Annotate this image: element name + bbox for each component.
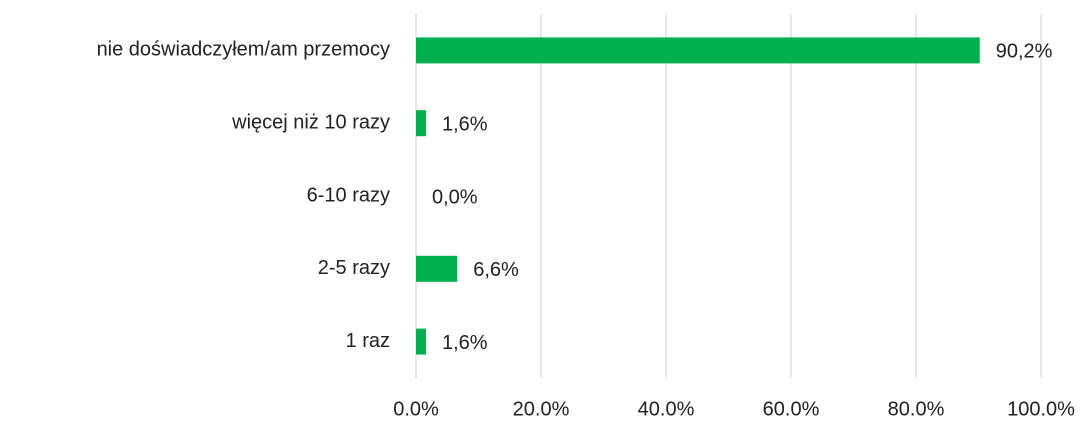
y-tick-label: więcej niż 10 razy bbox=[231, 111, 390, 133]
x-tick-label: 60.0% bbox=[763, 398, 820, 420]
x-tick-label: 0.0% bbox=[393, 398, 439, 420]
x-tick-label: 40.0% bbox=[638, 398, 695, 420]
bar bbox=[416, 255, 458, 282]
data-label: 0,0% bbox=[432, 186, 478, 208]
x-tick-label: 100.0% bbox=[1007, 398, 1075, 420]
data-label: 6,6% bbox=[473, 259, 519, 281]
data-label: 90,2% bbox=[996, 41, 1053, 63]
bar bbox=[416, 37, 980, 64]
y-tick-label: nie doświadczyłem/am przemocy bbox=[97, 39, 390, 61]
y-tick-label: 1 raz bbox=[346, 330, 390, 352]
x-tick-label: 20.0% bbox=[513, 398, 570, 420]
bar bbox=[416, 110, 426, 137]
y-tick-label: 2-5 razy bbox=[318, 257, 390, 279]
bar bbox=[416, 328, 426, 355]
data-label: 1,6% bbox=[442, 332, 488, 354]
x-tick-label: 80.0% bbox=[888, 398, 945, 420]
data-label: 1,6% bbox=[442, 113, 488, 135]
y-tick-label: 6-10 razy bbox=[307, 184, 390, 206]
